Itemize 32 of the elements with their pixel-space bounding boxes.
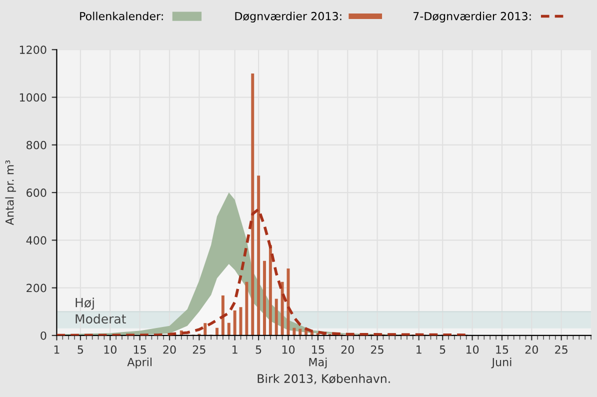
- band-label: Moderat: [76, 314, 126, 324]
- x-tick-label: 25: [371, 345, 384, 354]
- x-tick-label: 25: [555, 345, 568, 354]
- y-tick-label: 400: [26, 236, 46, 245]
- y-tick-label: 800: [26, 140, 46, 150]
- x-tick-label: 10: [282, 345, 295, 354]
- x-tick-label: 1: [54, 346, 60, 354]
- legend-label: Pollenkalender:: [80, 12, 163, 20]
- y-tick-label: 0: [40, 331, 46, 340]
- y-tick-label: 600: [26, 188, 46, 197]
- x-tick-label: 20: [163, 345, 176, 354]
- legend-label: 7-Døgnværdier 2013:: [413, 12, 531, 22]
- x-tick-label: 25: [192, 345, 206, 354]
- x-tick-label: 20: [525, 345, 538, 354]
- legend-label: Døgnværdier 2013:: [235, 12, 342, 22]
- x-tick-label: 20: [341, 345, 354, 354]
- y-axis-title: Antal pr. m³: [5, 160, 16, 226]
- x-tick-label: 5: [78, 346, 84, 354]
- x-tick-label: 15 Maj: [309, 346, 327, 368]
- x-tick-label: 5: [440, 346, 446, 354]
- y-tick-label: 200: [26, 284, 46, 292]
- y-tick-label: 1200: [20, 46, 46, 54]
- x-tick-label: 5: [256, 346, 262, 354]
- x-tick-label: 10: [104, 345, 116, 354]
- x-axis-title: Birk 2013, København.: [258, 374, 390, 384]
- x-tick-label: 1: [416, 346, 422, 354]
- x-tick-label: 1: [232, 346, 238, 354]
- x-tick-label: 10: [466, 345, 479, 354]
- y-tick-label: 1000: [20, 93, 46, 102]
- x-tick-label: 15 April: [127, 346, 152, 368]
- ref-line-label: Høj: [76, 298, 94, 310]
- x-tick-label: 15 Juni: [491, 346, 512, 368]
